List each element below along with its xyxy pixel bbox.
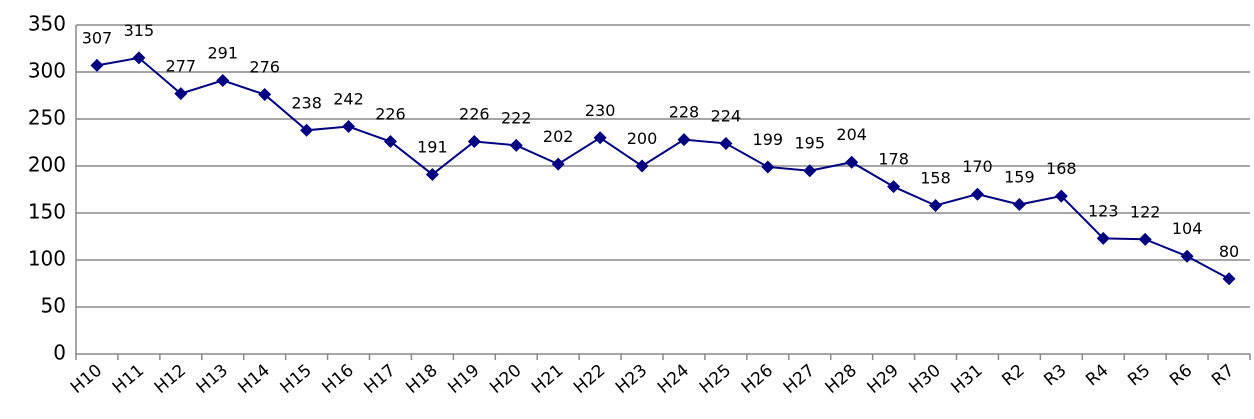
- data-label: 178: [878, 150, 909, 169]
- data-label: 315: [124, 21, 155, 40]
- x-tick-label: H26: [738, 361, 777, 398]
- marker: [1138, 232, 1152, 246]
- x-tick-label: R6: [1166, 361, 1196, 391]
- marker: [425, 167, 439, 181]
- x-tick-label: H23: [612, 361, 651, 398]
- data-label: 202: [543, 127, 574, 146]
- data-label: 123: [1088, 201, 1119, 220]
- x-tick-label: H22: [570, 361, 609, 398]
- marker: [1012, 198, 1026, 212]
- x-tick-label: H25: [696, 361, 735, 398]
- marker: [929, 198, 943, 212]
- marker: [1222, 272, 1236, 286]
- marker: [174, 87, 188, 101]
- marker: [383, 135, 397, 149]
- data-label: 224: [711, 106, 742, 125]
- data-label: 80: [1219, 242, 1239, 261]
- data-label: 291: [207, 43, 238, 62]
- x-tick-label: H21: [528, 361, 567, 398]
- x-tick-label: H29: [864, 361, 903, 398]
- data-label: 159: [1004, 168, 1035, 187]
- marker: [593, 131, 607, 145]
- x-tick-label: H24: [654, 361, 693, 398]
- x-tick-label: R4: [1082, 361, 1112, 391]
- marker: [719, 136, 733, 150]
- marker: [132, 51, 146, 65]
- data-label: 226: [459, 105, 490, 124]
- data-label: 158: [920, 168, 951, 187]
- marker: [1180, 249, 1194, 263]
- data-label: 276: [249, 58, 280, 77]
- data-label: 242: [333, 90, 364, 109]
- y-tick-label: 0: [53, 341, 66, 365]
- x-tick-label: H13: [193, 361, 232, 398]
- y-tick-label: 100: [28, 247, 66, 271]
- data-label: 307: [82, 28, 113, 47]
- data-label: 228: [669, 103, 700, 122]
- marker: [803, 164, 817, 178]
- x-tick-label: R7: [1208, 361, 1238, 391]
- series-line: [96, 56, 1230, 280]
- marker: [300, 123, 314, 137]
- data-label: 230: [585, 101, 616, 120]
- y-tick-label: 50: [41, 294, 66, 318]
- x-tick-label: H11: [109, 361, 148, 398]
- x-tick-label: H30: [906, 361, 945, 398]
- marker: [467, 135, 481, 149]
- x-tick-label: H19: [444, 361, 483, 398]
- data-label: 168: [1046, 159, 1077, 178]
- data-label: 226: [375, 105, 406, 124]
- x-tick-label: H31: [947, 361, 986, 398]
- marker: [1096, 231, 1110, 245]
- data-label: 191: [417, 137, 448, 156]
- y-tick-label: 250: [28, 106, 66, 130]
- marker: [761, 160, 775, 174]
- x-tick-label: H16: [319, 361, 358, 398]
- y-tick-label: 350: [28, 12, 66, 36]
- x-tick-label: H15: [277, 361, 316, 398]
- data-label: 104: [1172, 219, 1203, 238]
- marker: [845, 155, 859, 169]
- data-label: 122: [1130, 202, 1161, 221]
- y-tick-label: 200: [28, 153, 66, 177]
- marker: [342, 120, 356, 134]
- marker: [970, 187, 984, 201]
- x-tick-label: R2: [998, 361, 1028, 391]
- marker: [1054, 189, 1068, 203]
- marker: [635, 159, 649, 173]
- x-tick-label: H18: [402, 361, 441, 398]
- x-tick-label: H14: [235, 361, 274, 398]
- x-tick-label: H12: [151, 361, 190, 398]
- data-label: 199: [753, 130, 784, 149]
- x-tick-label: H28: [822, 361, 861, 398]
- x-tick-label: R5: [1124, 361, 1154, 391]
- marker: [551, 157, 565, 171]
- x-tick-label: H27: [780, 361, 819, 398]
- marker: [887, 180, 901, 194]
- data-label: 204: [836, 125, 867, 144]
- marker: [677, 133, 691, 147]
- marker: [509, 138, 523, 152]
- data-label: 195: [794, 134, 825, 153]
- y-tick-label: 300: [28, 59, 66, 83]
- data-label: 277: [166, 57, 197, 76]
- x-tick-label: R3: [1040, 361, 1070, 391]
- data-label: 200: [627, 129, 658, 148]
- marker: [258, 88, 272, 102]
- marker: [90, 58, 104, 72]
- x-tick-label: H10: [67, 361, 106, 398]
- data-label: 222: [501, 108, 532, 127]
- data-label: 238: [291, 93, 322, 112]
- x-tick-label: H17: [360, 361, 399, 398]
- x-tick-label: H20: [486, 361, 525, 398]
- y-tick-label: 150: [28, 200, 66, 224]
- data-label: 170: [962, 157, 993, 176]
- marker: [216, 73, 230, 87]
